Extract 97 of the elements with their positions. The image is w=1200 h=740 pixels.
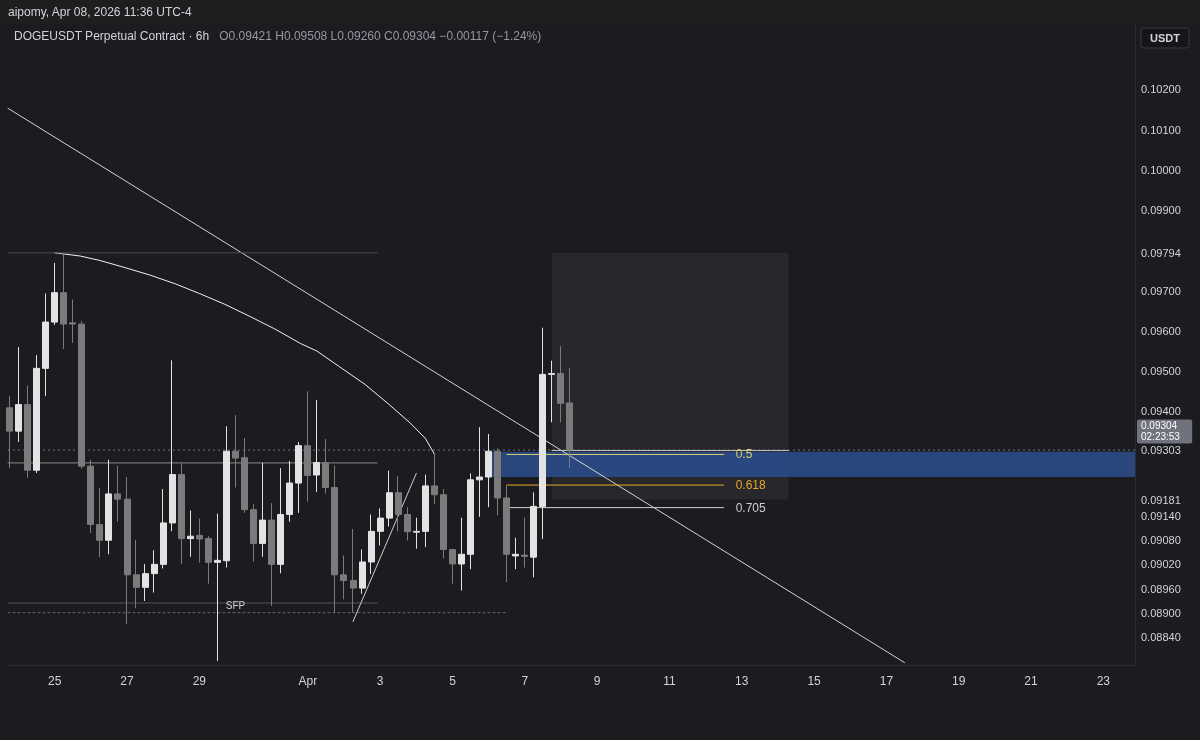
series-label: 0.618 — [735, 478, 767, 493]
ref-line-label: 0.09304 02:23:53 — [1141, 420, 1181, 443]
candlestick — [223, 425, 230, 569]
y-tick-label: 0.09080 — [1141, 534, 1181, 547]
candlestick — [178, 462, 185, 565]
y-tick-label: 0.10200 — [1141, 83, 1181, 96]
candlestick — [114, 465, 121, 523]
candlestick — [386, 470, 393, 528]
chart-title: DOGEUSDT Perpetual Contract · 6h — [14, 29, 210, 43]
y-tick-label: 0.09400 — [1141, 405, 1181, 418]
candlestick — [350, 528, 357, 614]
candlestick — [169, 359, 176, 532]
x-tick-label: 11 — [663, 674, 676, 688]
y-tick-label: 0.09303 — [1141, 444, 1181, 457]
candlestick — [377, 507, 384, 546]
candlestick — [124, 476, 131, 625]
x-tick-label: 25 — [48, 674, 62, 688]
candlestick — [250, 503, 257, 563]
candlestick — [512, 537, 519, 570]
series-label: 0.5 — [735, 447, 753, 462]
chart-subtitle: O0.09421 H0.09508 L0.09260 C0.09304 −0.00117 (−1.24%) — [219, 29, 542, 43]
candlestick — [449, 548, 456, 585]
candlestick — [368, 513, 375, 575]
y-tick-label: 0.09500 — [1141, 365, 1181, 378]
candlestick — [268, 502, 275, 607]
candlestick — [476, 426, 483, 518]
candlestick — [160, 488, 167, 569]
candlestick — [259, 462, 266, 558]
candlestick — [96, 487, 103, 558]
candlestick — [205, 535, 212, 585]
x-tick-label: 13 — [735, 674, 749, 688]
y-tick-label: 0.08960 — [1141, 582, 1181, 595]
annotation: SFP — [225, 599, 246, 611]
candlestick — [404, 506, 411, 542]
y-tick-label: 0.09140 — [1141, 510, 1181, 523]
candlestick — [313, 399, 320, 493]
y-tick-label: 0.10100 — [1141, 123, 1181, 136]
y-tick-label: 0.09700 — [1141, 284, 1181, 297]
candlestick — [33, 354, 40, 474]
candlestick — [105, 459, 112, 555]
candlestick — [413, 517, 420, 550]
y-tick-label: 0.10000 — [1141, 163, 1181, 176]
y-tick-label: 0.08840 — [1141, 630, 1181, 643]
candlestick — [530, 491, 537, 578]
text: aipomy, Apr 08, 2026 11:36 UTC-4 — [8, 5, 192, 19]
y-tick-label: 0.09181 — [1141, 493, 1181, 506]
candlestick — [133, 539, 140, 609]
candlestick — [440, 488, 447, 559]
x-tick-label: 5 — [449, 674, 457, 688]
candlestick — [503, 485, 510, 583]
candlestick — [458, 517, 465, 592]
x-tick-label: 3 — [376, 674, 384, 688]
candlestick — [187, 509, 194, 558]
candlestick — [277, 467, 284, 574]
candlestick — [395, 475, 402, 532]
candlestick — [87, 459, 94, 534]
candlestick — [521, 517, 528, 569]
x-tick-label: 19 — [952, 674, 966, 688]
y-axis-title: USDT — [1150, 32, 1181, 44]
candlestick — [557, 345, 564, 423]
candlestick — [78, 320, 85, 470]
y-tick-label: 0.09900 — [1141, 204, 1181, 217]
candlestick — [467, 472, 474, 570]
y-tick-label: 0.09600 — [1141, 324, 1181, 337]
candlestick — [539, 327, 546, 540]
x-tick-label: 27 — [120, 674, 135, 688]
candlestick — [485, 433, 492, 508]
candlestick — [42, 292, 49, 397]
series-label: 0.705 — [735, 500, 767, 515]
x-tick-label: 23 — [1096, 674, 1111, 688]
y-tick-label: 0.09794 — [1141, 246, 1181, 259]
candlestick — [359, 548, 366, 595]
candlestick — [331, 464, 338, 614]
x-tick-label: 7 — [521, 674, 529, 688]
candlestick — [340, 555, 347, 600]
y-tick-label: 0.08900 — [1141, 606, 1181, 619]
x-tick-label: 21 — [1024, 674, 1039, 688]
x-tick-label: 9 — [593, 674, 601, 688]
candlestick — [286, 460, 293, 523]
candlestick — [142, 563, 149, 602]
candlestick — [15, 346, 22, 443]
x-tick-label: 29 — [192, 674, 207, 688]
candlestick — [422, 474, 429, 548]
candlestick — [295, 441, 302, 514]
candlestick — [196, 517, 203, 564]
line-series — [54, 252, 435, 455]
y-tick-label: 0.09020 — [1141, 558, 1181, 571]
x-tick-label: 17 — [879, 674, 894, 688]
x-tick-label: Apr — [298, 674, 318, 688]
candlestick — [214, 513, 221, 662]
x-tick-label: 15 — [807, 674, 822, 688]
candlestick — [51, 262, 58, 326]
candlestick — [151, 549, 158, 594]
candlestick — [548, 360, 555, 423]
candlestick — [69, 299, 76, 344]
candlestick — [60, 253, 67, 350]
candlestick — [431, 453, 438, 505]
